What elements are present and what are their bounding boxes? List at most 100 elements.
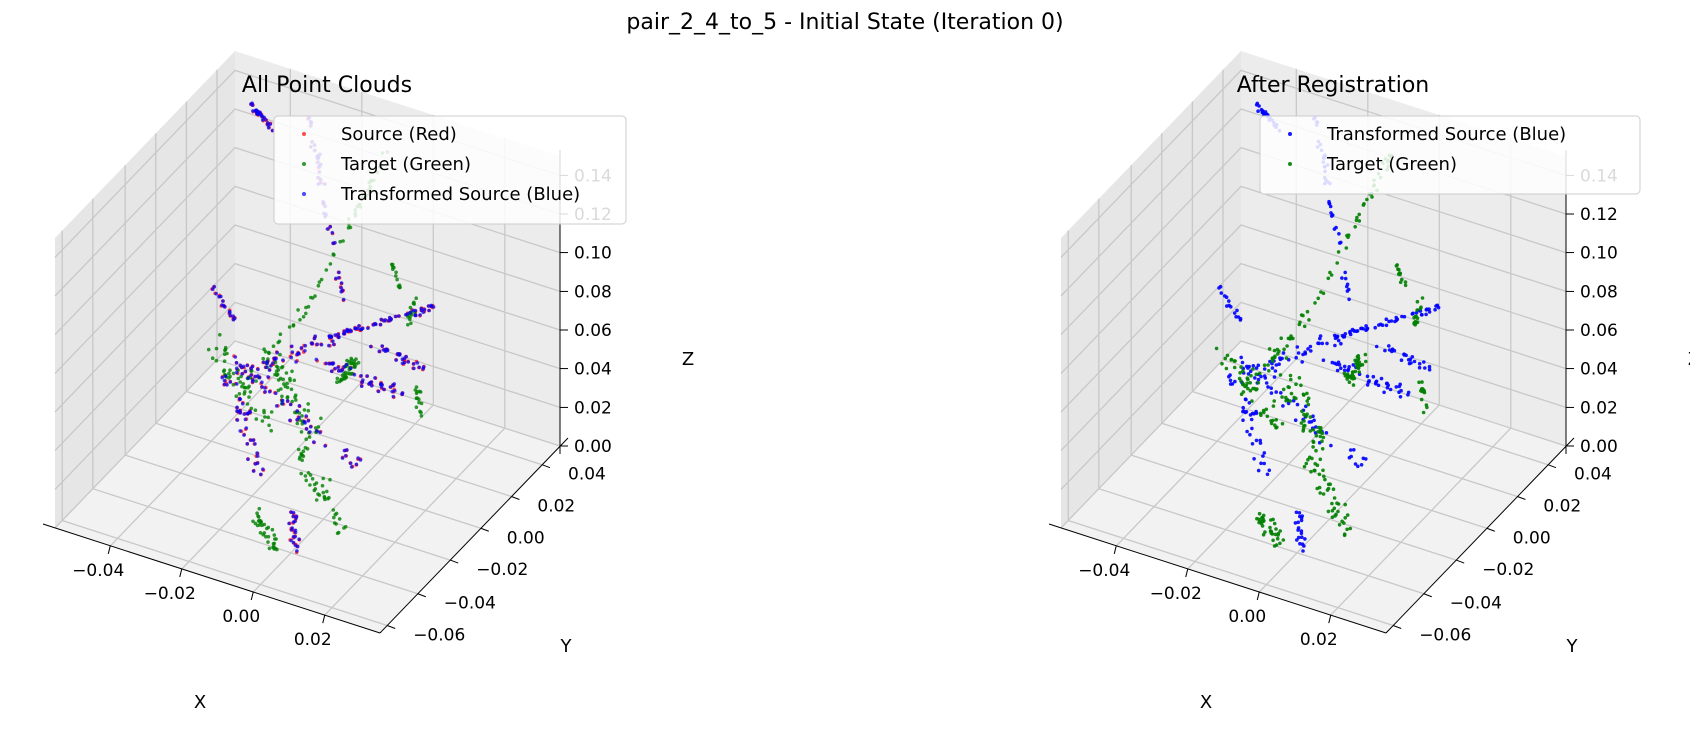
target-point [278,376,283,381]
transformed-source-point [383,349,388,354]
target-point [285,396,290,400]
transformed-source-point [1335,368,1340,373]
chart-1: −0.04 −0.02 0.00 0.02 −0.06 −0.04 −0.02 0.00 0.0… [42,51,694,713]
transformed-source-point [240,372,244,376]
target-point [1370,195,1374,199]
transformed-source-point [1278,357,1283,362]
transformed-source-point [370,383,374,388]
target-point [206,347,211,352]
target-point [289,387,294,392]
transformed-source-point [235,405,239,410]
target-point [1311,440,1316,445]
transformed-source-point [1390,349,1394,354]
transformed-source-point [1244,397,1248,402]
transformed-source-point [1314,425,1318,429]
z-axis-label: Z [1688,349,1690,370]
target-point [304,478,309,483]
target-point [1342,371,1347,376]
target-point [1289,391,1294,396]
target-point [300,414,304,418]
chart-title: After Registration [1237,73,1430,98]
y-tick [541,464,551,469]
transformed-source-point [270,361,275,366]
target-point [1335,501,1339,506]
legend-box [273,115,627,225]
target-point [1323,477,1327,482]
target-point [321,476,326,481]
target-point [309,295,313,300]
transformed-source-point [341,297,346,302]
transformed-source-point [342,448,347,453]
target-point [1271,538,1275,543]
target-point [1233,359,1237,363]
transformed-source-point [391,394,396,399]
z-tick-label: 0.04 [1580,360,1618,380]
target-point [419,414,424,418]
target-point [1336,509,1340,514]
transformed-source-point [263,117,268,122]
transformed-source-point [400,357,405,362]
z-tick-label: 0.08 [574,282,612,302]
transformed-source-point [1295,345,1300,349]
z-tick-label: 0.02 [1580,398,1618,418]
gridline-z [54,185,561,374]
target-point [1326,482,1331,487]
transformed-source-point [1385,381,1389,386]
target-point [394,274,398,278]
transformed-source-point [1296,520,1300,525]
target-point [1321,468,1325,473]
target-point [1260,524,1265,528]
transformed-source-point [266,126,271,130]
target-point [304,311,308,316]
target-point [1232,365,1237,370]
transformed-source-point [1427,310,1432,314]
transformed-source-point [1274,363,1279,367]
transformed-source-point [377,349,382,354]
transformed-source-point [260,380,264,385]
target-point [328,477,332,482]
transformed-source-point [337,270,341,275]
transformed-source-point [1306,347,1310,351]
transformed-source-point [1240,360,1245,365]
target-point [1278,373,1283,377]
transformed-source-point [1309,349,1313,353]
transformed-source-point [1256,468,1261,473]
target-point [278,332,283,337]
target-point [301,449,306,454]
target-point [308,473,313,477]
transformed-source-point [223,305,227,309]
target-point [1266,363,1270,367]
transformed-source-point [280,398,285,403]
target-point [1241,390,1246,394]
target-point [338,239,343,244]
y-tick [1517,496,1526,500]
target-point [339,377,343,382]
target-point [1320,439,1324,444]
target-point [1281,538,1286,542]
transformed-source-point [1281,351,1286,355]
target-point [1280,421,1285,426]
target-point [1271,404,1276,408]
target-point [1274,426,1278,430]
y-tick [480,527,489,532]
transformed-source-point [233,355,238,359]
transformed-source-point [1406,390,1411,395]
target-point [319,416,323,421]
target-point [1317,472,1322,477]
target-point [1357,219,1362,223]
target-point [1301,313,1305,318]
target-point [299,430,304,434]
gridline-z [54,224,561,413]
y-tick-label: −0.02 [1482,560,1534,580]
transformed-source-point [263,390,268,394]
target-point [317,280,322,284]
transformed-source-point [404,354,409,359]
target-point [1281,387,1286,392]
transformed-source-point [1291,398,1296,403]
target-point [1229,358,1233,362]
target-point [1419,397,1424,402]
target-point [1261,408,1266,413]
transformed-source-point [413,313,417,318]
transformed-source-point [1374,344,1379,349]
transformed-source-point [1233,379,1237,384]
